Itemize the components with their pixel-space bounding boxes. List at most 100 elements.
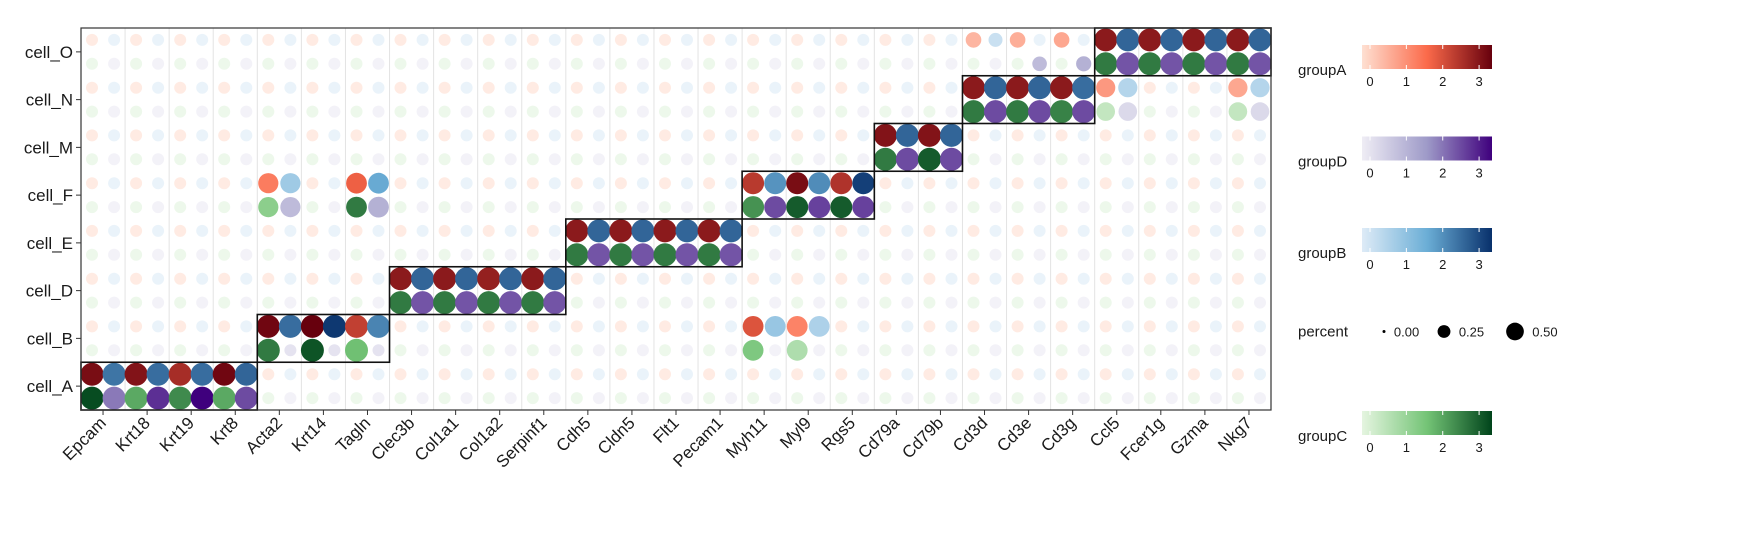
legend-size-dot-0.25: [1437, 325, 1451, 338]
dot-cell_n-epcam-groupa: [86, 81, 98, 94]
dot-cell_o-gzma-groupd: [1204, 52, 1228, 76]
dot-cell_f-flt1-groupd: [681, 201, 693, 214]
dot-cell_e-cldn5-groupa: [609, 219, 633, 243]
dot-cell_e-krt19-groupb: [196, 224, 209, 237]
dot-cell_n-col1a1-groupc: [438, 105, 451, 118]
dot-cell_n-col1a1-groupa: [438, 81, 451, 94]
dot-cell_e-krt8-groupc: [218, 248, 231, 261]
dot-cell_f-krt18-groupd: [152, 201, 165, 214]
dot-cell_e-krt18-groupb: [152, 224, 165, 237]
dot-cell_f-cd79b-groupc: [923, 201, 936, 214]
dot-cell_n-fcer1g-groupd: [1165, 105, 1178, 118]
dot-cell_d-krt8-groupd: [240, 296, 253, 309]
dot-cell_m-tagln-groupb: [372, 129, 385, 142]
dot-cell_n-fcer1g-groupa: [1143, 81, 1156, 94]
dot-cell_b-pecam1-groupc: [703, 344, 716, 357]
dot-cell_n-cdh5-groupd: [592, 105, 605, 118]
dot-cell_d-acta2-groupd: [284, 296, 297, 309]
dot-cell_n-myh11-groupc: [747, 105, 760, 118]
dot-cell_f-krt19-groupa: [174, 177, 187, 190]
dot-cell_d-myl9-groupd: [813, 296, 826, 309]
dot-cell_d-krt18-groupd: [152, 296, 165, 309]
dot-cell_d-epcam-groupa: [86, 272, 98, 285]
dot-cell_n-col1a1-groupd: [460, 105, 473, 118]
dot-cell_n-epcam-groupd: [108, 105, 121, 118]
dot-cell_n-krt14-groupa: [306, 81, 319, 94]
dot-cell_d-cd3d-groupc: [967, 296, 980, 309]
dot-cell_e-cldn5-groupc: [609, 243, 633, 267]
dot-cell_d-pecam1-groupa: [703, 272, 716, 285]
dot-cell_o-krt8-groupa: [218, 33, 231, 46]
dot-cell_a-krt18-groupb: [146, 362, 170, 386]
dot-cell_e-krt19-groupc: [174, 248, 187, 261]
legend-colorbar-groupd: [1362, 136, 1492, 161]
dot-cell_e-tagln-groupb: [372, 224, 385, 237]
dot-cell_a-cldn5-groupc: [614, 392, 627, 405]
y-tick-label-cell_f: cell_F: [28, 186, 73, 205]
dot-cell_f-cldn5-groupa: [614, 177, 627, 190]
dot-cell_m-epcam-groupb: [108, 129, 121, 142]
dot-cell_n-serpinf1-groupd: [548, 105, 561, 118]
dot-cell_a-clec3b-groupd: [416, 392, 429, 405]
dot-cell_d-cd3e-groupa: [1011, 272, 1024, 285]
dot-cell_a-serpinf1-groupd: [548, 392, 561, 405]
dot-cell_a-cd3g-groupc: [1055, 392, 1068, 405]
dot-cell_d-rgs5-groupa: [835, 272, 848, 285]
dot-cell_b-pecam1-groupd: [725, 344, 738, 357]
dot-cell_b-serpinf1-groupc: [526, 344, 539, 357]
dot-cell_o-krt18-groupa: [130, 33, 143, 46]
dot-cell_a-epcam-groupa: [80, 362, 104, 386]
dot-cell_b-clec3b-groupc: [394, 344, 407, 357]
dot-cell_a-pecam1-groupa: [703, 368, 716, 381]
dot-cell_a-ccl5-groupc: [1099, 392, 1112, 405]
dot-cell_m-cd79a-groupd: [895, 147, 919, 171]
dot-cell_f-serpinf1-groupa: [526, 177, 539, 190]
dot-cell_f-krt18-groupa: [130, 177, 143, 190]
dot-cell_f-col1a1-groupa: [438, 177, 451, 190]
dot-cell_a-ccl5-groupb: [1121, 368, 1134, 381]
dot-cell_a-cd3e-groupd: [1033, 392, 1046, 405]
dot-cell_o-nkg7-groupd: [1248, 52, 1272, 76]
dot-cell_a-krt14-groupb: [328, 368, 341, 381]
dot-cell_d-cd79a-groupb: [901, 272, 914, 285]
dot-cell_f-cd3g-groupa: [1055, 177, 1068, 190]
dot-cell_o-cd79a-groupa: [879, 33, 892, 46]
dot-cell_a-tagln-groupc: [350, 392, 363, 405]
dot-cell_m-fcer1g-groupa: [1143, 129, 1156, 142]
dot-cell_d-cldn5-groupb: [636, 272, 649, 285]
dot-cell_m-cldn5-groupb: [636, 129, 649, 142]
dot-cell_b-myh11-groupb: [764, 316, 786, 337]
dot-cell_e-col1a2-groupa: [482, 224, 495, 237]
dot-cell_d-cd3g-groupb: [1077, 272, 1090, 285]
dot-cell_a-rgs5-groupa: [835, 368, 848, 381]
dot-cell_f-krt8-groupd: [240, 201, 253, 214]
dot-cell_a-krt19-groupc: [168, 386, 192, 410]
dot-cell_n-rgs5-groupc: [835, 105, 848, 118]
dot-cell_n-nkg7-groupc: [1228, 102, 1248, 121]
dot-cell_a-epcam-groupd: [102, 386, 126, 410]
dot-cell_d-col1a2-groupd: [499, 291, 523, 315]
dot-cell_a-cldn5-groupb: [636, 368, 649, 381]
dot-cell_e-krt19-groupd: [196, 248, 209, 261]
dot-cell_b-cd3d-groupb: [989, 320, 1002, 333]
dot-cell_a-flt1-groupd: [681, 392, 693, 405]
dot-cell_m-col1a1-groupd: [460, 153, 473, 166]
dot-cell_m-nkg7-groupc: [1231, 153, 1244, 166]
dot-cell_o-col1a1-groupa: [438, 33, 451, 46]
dot-cell_f-col1a2-groupa: [482, 177, 495, 190]
dot-cell_a-fcer1g-groupa: [1143, 368, 1156, 381]
dot-cell_n-acta2-groupa: [262, 81, 275, 94]
dot-cell_o-nkg7-groupb: [1248, 28, 1272, 52]
dot-cell_a-gzma-groupd: [1209, 392, 1222, 405]
dot-cell_b-acta2-groupb: [278, 314, 302, 338]
dot-cell_d-fcer1g-groupb: [1165, 272, 1178, 285]
legend-size-label-0.00: 0.00: [1394, 325, 1419, 340]
dot-cell_o-cd79a-groupc: [879, 57, 892, 70]
dot-cell_m-myl9-groupa: [791, 129, 804, 142]
dot-cell_m-col1a2-groupc: [482, 153, 495, 166]
dot-cell_b-rgs5-groupc: [835, 344, 848, 357]
dot-cell_o-gzma-groupc: [1182, 52, 1206, 76]
dot-cell_o-tagln-groupd: [372, 57, 385, 70]
dot-cell_d-cd79b-groupb: [945, 272, 958, 285]
dot-cell_a-cd79b-groupc: [923, 392, 936, 405]
